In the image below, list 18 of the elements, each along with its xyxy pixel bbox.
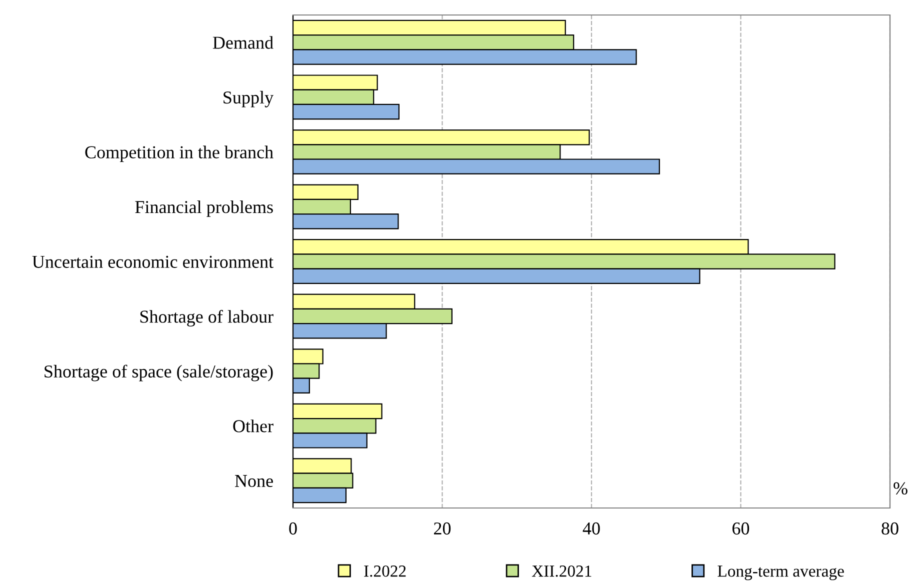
x-axis-title: % (894, 482, 908, 495)
y-tick-label: Other (233, 420, 274, 432)
x-tick-label: 20 (434, 522, 451, 535)
y-tick-label: Competition in the branch (85, 146, 274, 162)
y-tick-label: Uncertain economic environment (32, 256, 274, 268)
x-tick-label: 0 (289, 522, 297, 535)
y-tick-label: Shortage of space (sale/storage) (44, 364, 273, 382)
legend-label: XII.2021 (532, 565, 592, 577)
y-tick-label: Financial problems (135, 200, 273, 217)
x-tick-label: 80 (882, 522, 898, 535)
y-tick-label: Demand (212, 36, 274, 49)
legend-label: Long-term average (718, 566, 844, 580)
legend-label: I.2022 (364, 565, 406, 577)
y-tick-label: Shortage of labour (140, 310, 274, 327)
x-tick-label: 40 (582, 522, 600, 535)
y-tick-label: Supply (224, 90, 274, 108)
x-tick-label: 60 (732, 522, 750, 535)
y-tick-label: None (234, 475, 273, 488)
